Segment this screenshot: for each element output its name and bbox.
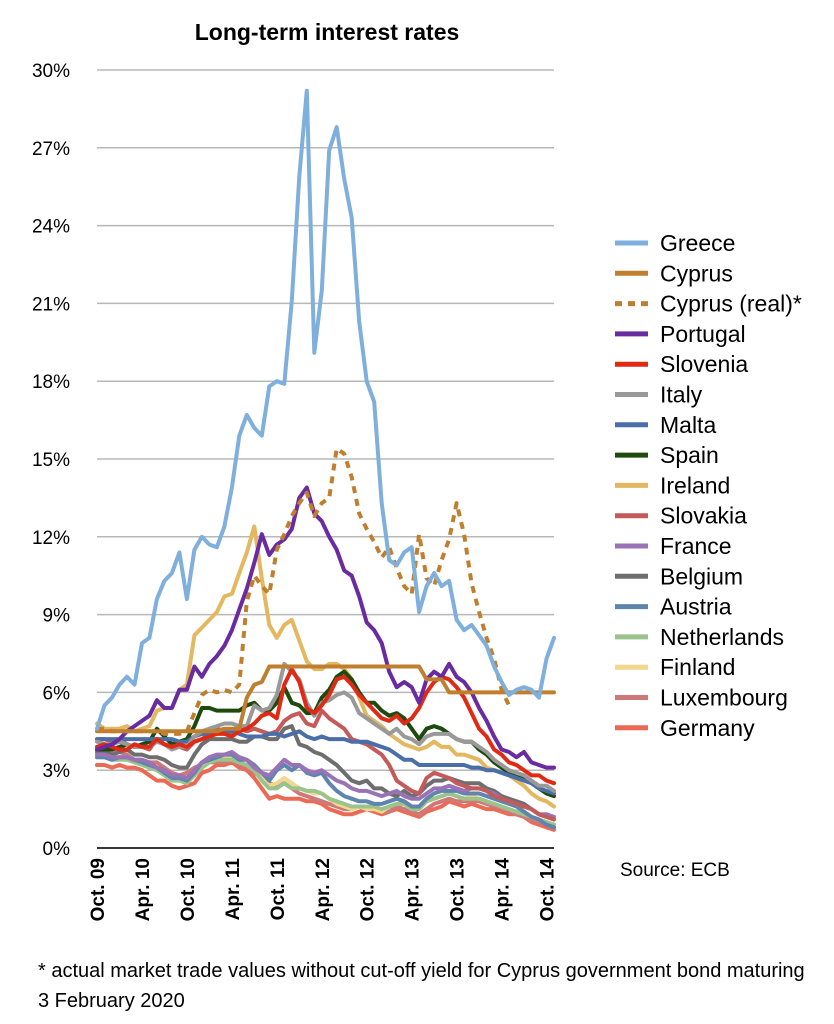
- series-line-malta: [95, 729, 556, 796]
- y-tick-label: 6%: [43, 683, 71, 704]
- x-axis: Oct. 09 Apr. 10 Oct. 10 Apr. 11 Oct. 11 Apr. …: [88, 858, 559, 922]
- series-line-belgium: [95, 724, 556, 822]
- plot-area: [95, 88, 556, 832]
- series-line-slovenia: [95, 667, 556, 786]
- x-tick-label: Oct. 13: [448, 858, 469, 921]
- y-tick-label: 12%: [32, 528, 70, 549]
- y-tick-label: 30%: [32, 61, 70, 82]
- legend-label-malta: Malta: [660, 412, 716, 438]
- source-note: Source: ECB: [620, 860, 730, 881]
- x-tick-label: Oct. 11: [268, 858, 289, 921]
- series-line-austria: [95, 752, 556, 830]
- x-tick-label: Oct. 14: [538, 858, 559, 922]
- legend-label-netherlands: Netherlands: [660, 624, 784, 650]
- y-axis: 0% 3% 6% 9% 12% 15% 18% 21% 24% 27% 30%: [32, 61, 70, 860]
- x-tick-label: Oct. 09: [88, 858, 109, 921]
- y-tick-label: 0%: [43, 839, 71, 860]
- x-tick-label: Apr. 12: [313, 858, 334, 921]
- legend-label-luxembourg: Luxembourg: [660, 685, 788, 711]
- legend-label-greece: Greece: [660, 230, 735, 256]
- x-tick-label: Apr. 14: [493, 858, 514, 922]
- series-line-netherlands: [95, 755, 556, 827]
- chart-title: Long-term interest rates: [195, 19, 460, 45]
- legend-label-slovakia: Slovakia: [660, 503, 747, 529]
- x-tick-label: Apr. 10: [133, 858, 154, 921]
- y-tick-label: 27%: [32, 139, 70, 160]
- legend-label-france: France: [660, 533, 732, 559]
- legend-label-cyprus: Cyprus: [660, 260, 733, 286]
- x-tick-label: Apr. 13: [403, 858, 424, 921]
- legend: Greece Cyprus Cyprus (real)* Portugal Sloven…: [615, 230, 802, 741]
- series-line-portugal: [95, 485, 556, 770]
- legend-label-cyprus-real: Cyprus (real)*: [660, 291, 802, 317]
- x-tick-label: Oct. 12: [358, 858, 379, 921]
- series-line-germany: [95, 760, 556, 832]
- legend-label-spain: Spain: [660, 442, 719, 468]
- legend-label-finland: Finland: [660, 654, 735, 680]
- legend-label-slovenia: Slovenia: [660, 351, 748, 377]
- y-tick-label: 24%: [32, 217, 70, 238]
- series-line-cyprus: [95, 664, 556, 734]
- x-tick-label: Apr. 11: [223, 858, 244, 921]
- y-tick-label: 15%: [32, 450, 70, 471]
- y-tick-label: 18%: [32, 372, 70, 393]
- legend-label-austria: Austria: [660, 594, 732, 620]
- legend-label-belgium: Belgium: [660, 563, 743, 589]
- series-line-cyprus-real: [97, 446, 511, 736]
- x-tick-label: Oct. 10: [178, 858, 199, 921]
- y-tick-label: 3%: [43, 761, 71, 782]
- series-line-luxembourg: [95, 744, 556, 830]
- footnote: * actual market trade values without cut…: [38, 960, 805, 1012]
- series-line-greece: [95, 88, 556, 731]
- legend-label-ireland: Ireland: [660, 472, 730, 498]
- y-tick-label: 21%: [32, 294, 70, 315]
- legend-label-germany: Germany: [660, 715, 755, 741]
- y-tick-label: 9%: [43, 606, 71, 627]
- legend-label-italy: Italy: [660, 382, 703, 408]
- legend-label-portugal: Portugal: [660, 321, 746, 347]
